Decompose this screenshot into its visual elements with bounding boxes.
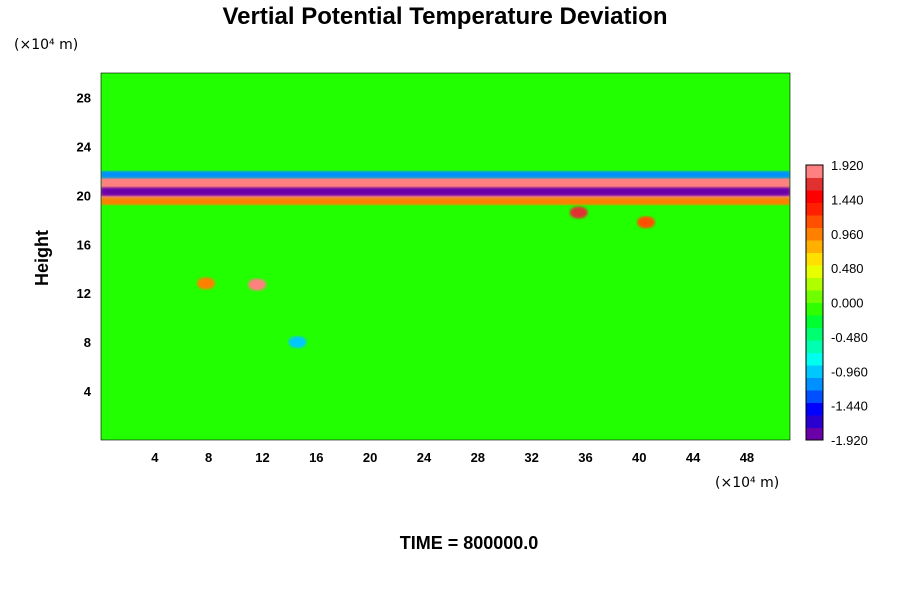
colorbar-swatch (806, 240, 823, 253)
plot-background (101, 73, 790, 440)
y-tick-label: 28 (77, 90, 91, 105)
colorbar-swatch (806, 302, 823, 316)
field-blob-4 (248, 278, 267, 291)
colorbar-swatch (806, 290, 823, 303)
colorbar-frame (805, 164, 824, 441)
colorbar-swatch (806, 165, 823, 178)
y-axis-label: Height (32, 230, 52, 286)
colorbar-swatch (806, 177, 823, 191)
x-tick-label: 24 (417, 450, 432, 465)
y-tick-labels: 4 8 12 16 20 24 28 (77, 90, 92, 399)
x-tick-label: 32 (524, 450, 538, 465)
colorbar-swatch (806, 252, 823, 266)
field-blob-5 (196, 277, 215, 290)
plot-frame (100, 72, 791, 441)
y-tick-label: 16 (77, 237, 91, 252)
x-tick-label: 16 (309, 450, 323, 465)
colorbar-swatch (806, 227, 823, 241)
colorbar-tick-label: -0.960 (831, 364, 868, 379)
colorbar-swatch (806, 415, 823, 428)
x-tick-label: 8 (205, 450, 212, 465)
chart-title: Vertial Potential Temperature Deviation (222, 3, 667, 30)
colorbar-swatches (806, 165, 823, 441)
colorbar-swatch (806, 190, 823, 203)
field-layer (101, 170, 790, 349)
y-tick-label: 4 (84, 384, 92, 399)
colorbar-swatch (806, 352, 823, 366)
colorbar-tick-label: 0.000 (831, 296, 864, 311)
x-tick-label: 20 (363, 450, 377, 465)
plot-area (100, 72, 791, 441)
colorbar-tick-label: -0.480 (831, 330, 868, 345)
colorbar-swatch (806, 277, 823, 291)
x-tick-label: 4 (151, 450, 159, 465)
x-tick-label: 48 (740, 450, 754, 465)
colorbar: 1.920 1.440 0.960 0.480 0.000 -0.480 -0.960 -1.… (805, 158, 868, 448)
colorbar-tick-label: -1.440 (831, 399, 868, 414)
colorbar-swatch (806, 327, 823, 341)
colorbar-swatch (806, 402, 823, 416)
colorbar-swatch (806, 390, 823, 403)
x-tick-label: 36 (578, 450, 592, 465)
colorbar-swatch (806, 340, 823, 353)
colorbar-swatch (806, 377, 823, 391)
colorbar-tick-label: 1.920 (831, 158, 864, 173)
y-tick-label: 20 (77, 188, 91, 203)
colorbar-swatch (806, 202, 823, 216)
colorbar-swatch (806, 427, 823, 441)
x-unit-label: (×10⁴ m) (715, 475, 779, 491)
x-tick-label: 44 (686, 450, 701, 465)
colorbar-swatch (806, 315, 823, 328)
colorbar-tick-label: 0.480 (831, 261, 864, 276)
x-tick-label: 28 (471, 450, 485, 465)
colorbar-tick-label: -1.920 (831, 433, 868, 448)
y-tick-label: 8 (84, 335, 91, 350)
colorbar-swatch (806, 265, 823, 278)
field-band-2 (101, 170, 790, 179)
x-tick-label: 12 (255, 450, 269, 465)
field-band-3 (101, 197, 790, 206)
y-tick-label: 24 (77, 139, 92, 154)
time-label: TIME = 800000.0 (400, 533, 539, 553)
field-band-1 (101, 187, 790, 196)
colorbar-swatch (806, 215, 823, 228)
field-blob-8 (637, 216, 656, 229)
field-blob-6 (288, 336, 307, 349)
x-tick-labels: 4 8 12 16 20 24 28 32 36 40 44 48 (151, 450, 754, 465)
colorbar-swatch (806, 365, 823, 378)
x-tick-label: 40 (632, 450, 646, 465)
y-tick-label: 12 (77, 286, 91, 301)
colorbar-tick-labels: 1.920 1.440 0.960 0.480 0.000 -0.480 -0.960 -1.… (831, 158, 868, 448)
y-unit-label: (×10⁴ m) (14, 37, 78, 53)
colorbar-tick-label: 1.440 (831, 192, 864, 207)
field-blob-7 (569, 206, 588, 219)
colorbar-tick-label: 0.960 (831, 227, 864, 242)
